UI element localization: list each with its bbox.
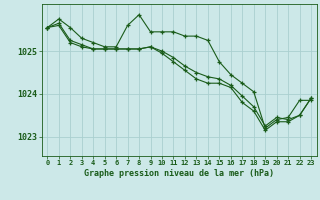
X-axis label: Graphe pression niveau de la mer (hPa): Graphe pression niveau de la mer (hPa) <box>84 169 274 178</box>
